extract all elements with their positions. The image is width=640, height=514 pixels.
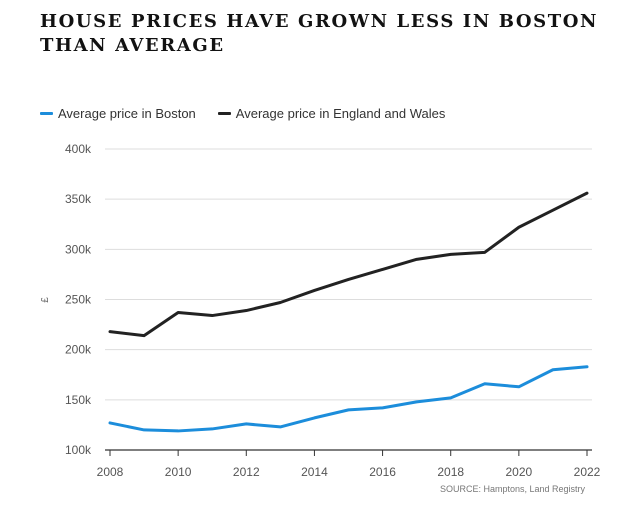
y-tick-label: 400k xyxy=(65,142,92,156)
x-tick-label: 2016 xyxy=(369,465,396,479)
series-lines xyxy=(108,191,589,433)
y-tick-label: 300k xyxy=(65,242,92,256)
x-tick-label: 2018 xyxy=(437,465,464,479)
legend: Average price in Boston Average price in… xyxy=(40,104,467,122)
x-tick-label: 2020 xyxy=(506,465,533,479)
legend-swatch-boston xyxy=(40,111,53,115)
legend-item-england-wales: Average price in England and Wales xyxy=(217,105,446,121)
chart-title: HOUSE PRICES HAVE GROWN LESS IN BOSTON T… xyxy=(40,11,599,56)
y-tick-label: 150k xyxy=(65,393,92,407)
x-axis: 2008 2010 2012 2014 2016 2018 2020 2022 xyxy=(97,450,601,479)
x-tick-label: 2010 xyxy=(165,465,192,479)
x-tick-label: 2008 xyxy=(97,465,124,479)
series-line-boston xyxy=(108,365,589,433)
y-axis-label: £ xyxy=(40,297,51,303)
legend-label-england-wales: Average price in England and Wales xyxy=(235,105,446,121)
y-tick-label: 100k xyxy=(65,443,92,457)
x-tick-label: 2014 xyxy=(301,465,328,479)
grid: 100k 150k 200k 250k 300k 350k 400k xyxy=(65,142,592,457)
source-note: SOURCE: Hamptons, Land Registry xyxy=(439,484,585,494)
legend-swatch-england-wales xyxy=(217,111,231,115)
legend-item-boston: Average price in Boston xyxy=(40,106,196,121)
y-tick-label: 250k xyxy=(65,293,92,307)
x-tick-label: 2012 xyxy=(233,465,260,479)
y-tick-label: 200k xyxy=(65,343,92,357)
series-line-england-wales xyxy=(108,191,589,338)
y-tick-label: 350k xyxy=(65,192,92,206)
x-tick-label: 2022 xyxy=(574,465,601,479)
legend-label-boston: Average price in Boston xyxy=(58,105,196,121)
